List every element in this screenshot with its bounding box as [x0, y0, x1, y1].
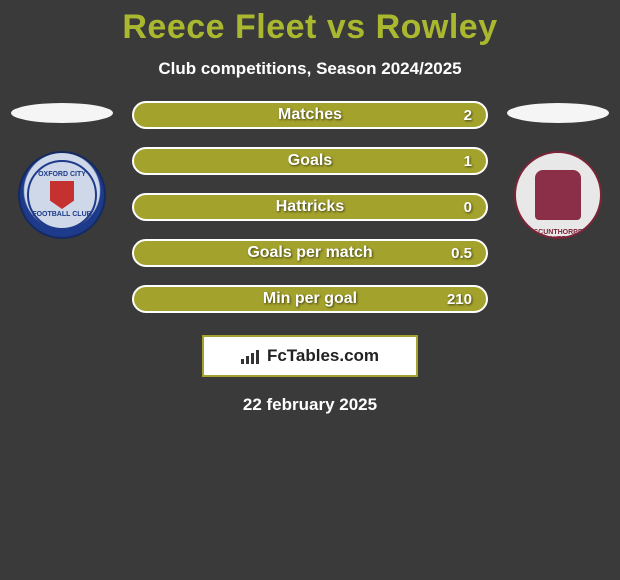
right-side: SCUNTHORPE UNITED	[502, 101, 614, 239]
stat-value: 1	[464, 153, 472, 170]
stat-label: Hattricks	[276, 198, 344, 216]
stat-bar-matches: Matches 2	[132, 101, 488, 129]
stat-bar-mpg: Min per goal 210	[132, 285, 488, 313]
stat-label: Goals per match	[247, 244, 372, 262]
stat-label: Min per goal	[263, 290, 357, 308]
stat-bar-gpm: Goals per match 0.5	[132, 239, 488, 267]
club-badge-right: SCUNTHORPE UNITED	[514, 151, 602, 239]
stat-label: Goals	[288, 152, 332, 170]
stat-label: Matches	[278, 106, 342, 124]
badge-text-top: OXFORD CITY	[38, 171, 86, 179]
subtitle: Club competitions, Season 2024/2025	[0, 59, 620, 79]
player-ellipse-left	[11, 103, 113, 123]
badge-text-bottom: FOOTBALL CLUB	[32, 211, 91, 219]
stat-value: 210	[447, 291, 472, 308]
fist-icon	[535, 170, 581, 220]
left-side: OXFORD CITY FOOTBALL CLUB	[6, 101, 118, 239]
comparison-card: Reece Fleet vs Rowley Club competitions,…	[0, 0, 620, 415]
club-badge-left: OXFORD CITY FOOTBALL CLUB	[18, 151, 106, 239]
main-row: OXFORD CITY FOOTBALL CLUB Matches 2 Goal…	[0, 101, 620, 313]
stat-value: 2	[464, 107, 472, 124]
shield-icon	[50, 181, 74, 209]
bar-chart-icon	[241, 348, 261, 364]
stat-bars: Matches 2 Goals 1 Hattricks 0 Goals per …	[118, 101, 502, 313]
stat-value: 0	[464, 199, 472, 216]
logo-text: FcTables.com	[267, 346, 379, 366]
date-label: 22 february 2025	[0, 395, 620, 415]
stat-bar-goals: Goals 1	[132, 147, 488, 175]
player-ellipse-right	[507, 103, 609, 123]
club-badge-left-inner: OXFORD CITY FOOTBALL CLUB	[27, 160, 97, 230]
badge-text-ring: SCUNTHORPE UNITED	[533, 229, 582, 239]
stat-bar-hattricks: Hattricks 0	[132, 193, 488, 221]
page-title: Reece Fleet vs Rowley	[0, 8, 620, 47]
source-logo: FcTables.com	[202, 335, 418, 377]
stat-value: 0.5	[451, 245, 472, 262]
